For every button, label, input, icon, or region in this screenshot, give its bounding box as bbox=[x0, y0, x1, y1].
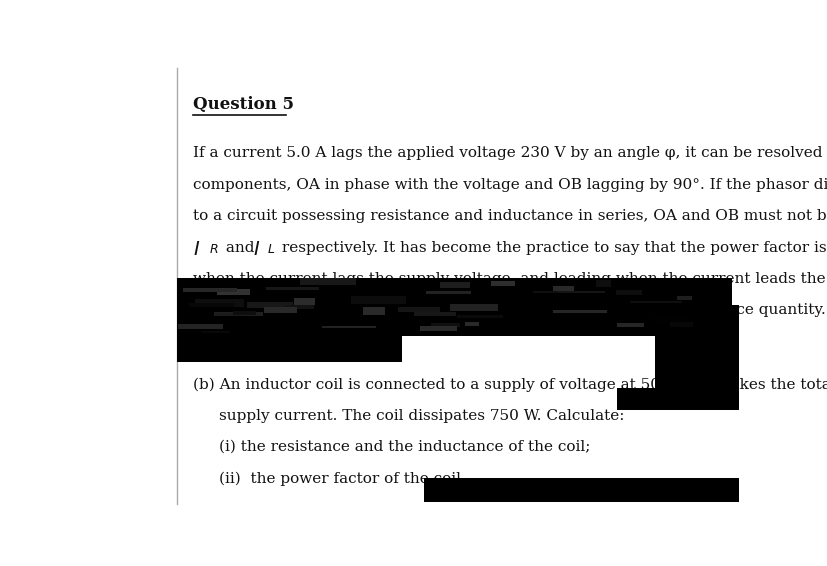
Bar bbox=[194, 299, 243, 307]
Text: respectively. It has become the practice to say that the power factor is lagging: respectively. It has become the practice… bbox=[276, 241, 827, 255]
Bar bbox=[629, 301, 681, 303]
Bar bbox=[294, 298, 314, 305]
Bar bbox=[426, 291, 471, 294]
Text: (ii)  the power factor of the coil.: (ii) the power factor of the coil. bbox=[218, 471, 466, 486]
Bar bbox=[200, 331, 230, 333]
Bar bbox=[177, 279, 731, 336]
Bar bbox=[233, 311, 256, 315]
Bar bbox=[322, 326, 375, 328]
Bar bbox=[177, 277, 731, 287]
Bar bbox=[676, 296, 691, 299]
Bar bbox=[669, 321, 692, 327]
Bar bbox=[217, 289, 250, 295]
Bar bbox=[595, 280, 609, 287]
Bar bbox=[178, 324, 222, 329]
Bar bbox=[214, 313, 246, 316]
Text: voltage. This means that the supply voltage is regarded as the reference quantit: voltage. This means that the supply volt… bbox=[193, 303, 825, 318]
Bar bbox=[284, 305, 313, 309]
Bar bbox=[419, 325, 457, 331]
Bar bbox=[532, 291, 562, 294]
Bar bbox=[414, 312, 456, 316]
Bar bbox=[431, 323, 459, 327]
Bar bbox=[183, 288, 237, 292]
Bar bbox=[458, 305, 475, 308]
Text: components, OA in phase with the voltage and OB lagging by 90°. If the phasor di: components, OA in phase with the voltage… bbox=[193, 178, 827, 192]
Text: $L$: $L$ bbox=[267, 243, 275, 256]
Bar bbox=[614, 290, 642, 295]
Text: $R$: $R$ bbox=[208, 243, 218, 256]
Bar bbox=[189, 303, 233, 307]
Text: $I$: $I$ bbox=[193, 241, 200, 259]
Text: to a circuit possessing resistance and inductance in series, OA and OB must not : to a circuit possessing resistance and i… bbox=[193, 209, 827, 223]
Bar bbox=[457, 315, 503, 318]
Bar bbox=[177, 325, 401, 362]
Text: $I$: $I$ bbox=[253, 241, 260, 259]
Text: and: and bbox=[221, 241, 259, 255]
Bar bbox=[490, 281, 514, 286]
Text: (b) An inductor coil is connected to a supply of voltage at 50 Hz and takes the : (b) An inductor coil is connected to a s… bbox=[193, 378, 827, 392]
Bar bbox=[616, 388, 738, 410]
Bar bbox=[213, 311, 262, 316]
Bar bbox=[265, 287, 319, 290]
Bar bbox=[653, 316, 686, 323]
Text: If a current 5.0 A lags the applied voltage 230 V by an angle φ, it can be resol: If a current 5.0 A lags the applied volt… bbox=[193, 147, 827, 160]
Text: supply current. The coil dissipates 750 W. Calculate:: supply current. The coil dissipates 750 … bbox=[218, 409, 624, 423]
Bar bbox=[264, 307, 296, 313]
Bar bbox=[655, 306, 738, 388]
Bar bbox=[552, 310, 606, 313]
Bar bbox=[362, 307, 385, 315]
Bar bbox=[398, 307, 439, 312]
Bar bbox=[557, 291, 605, 293]
Bar bbox=[300, 278, 355, 285]
Bar bbox=[350, 297, 405, 304]
Bar bbox=[450, 303, 498, 311]
Bar bbox=[246, 302, 293, 307]
Text: Question 5: Question 5 bbox=[193, 96, 294, 113]
Bar bbox=[552, 286, 573, 291]
Text: when the current lags the supply voltage, and leading when the current leads the: when the current lags the supply voltage… bbox=[193, 272, 827, 286]
Bar bbox=[464, 322, 479, 325]
Bar bbox=[617, 323, 643, 327]
Bar bbox=[439, 282, 469, 288]
Text: (i) the resistance and the inductance of the coil;: (i) the resistance and the inductance of… bbox=[218, 440, 590, 454]
Bar bbox=[424, 478, 738, 501]
